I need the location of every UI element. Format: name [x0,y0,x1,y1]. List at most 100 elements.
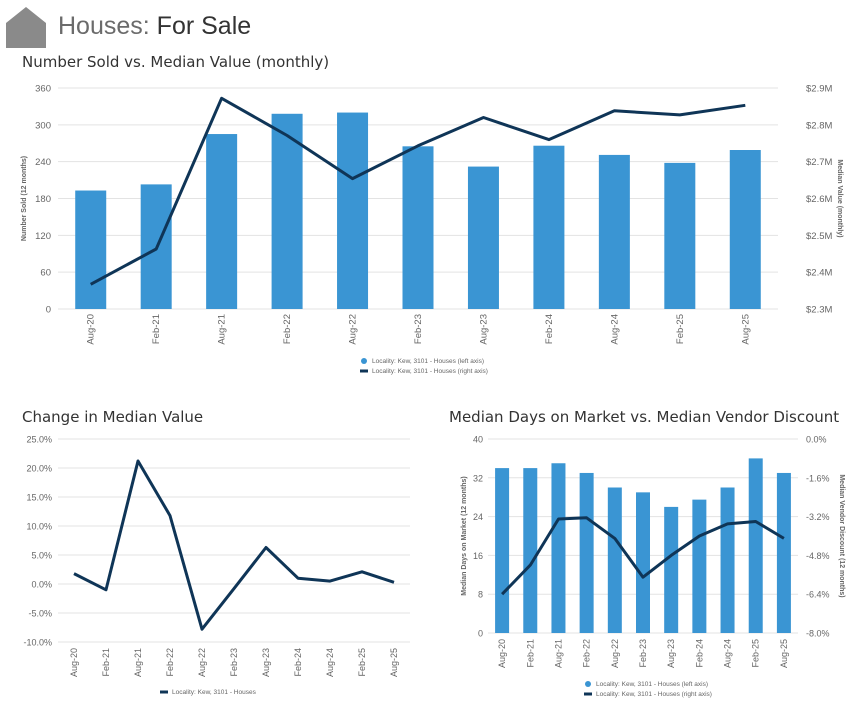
category-label: Aug-24 [609,314,620,345]
bar [271,113,303,310]
left-axis-tick-label: 240 [35,157,51,168]
left-axis-tick-label: -5.0% [28,609,52,619]
left-axis-tick-label: 300 [35,120,51,131]
category-label: Aug-21 [553,639,563,668]
legend-label: Locality: Kew, 3101 - Houses [172,689,257,696]
left-axis-tick-label: 20.0% [26,464,52,474]
category-label: Aug-22 [197,648,207,677]
right-axis-tick-label: $2.7M [806,157,832,168]
category-label: Feb-23 [638,639,648,668]
right-axis-tick-label: -8.0% [806,629,830,639]
chart1-title: Number Sold vs. Median Value (monthly) [22,53,330,71]
chart2-title: Change in Median Value [22,408,204,426]
bar [523,468,538,633]
left-axis-tick-label: 360 [35,84,51,95]
legend-label: Locality: Kew, 3101 - Houses (left axis) [596,681,708,688]
category-label: Feb-24 [544,314,555,344]
series-line [89,96,746,286]
chart3-title: Median Days on Market vs. Median Vendor … [449,408,840,426]
right-axis-title: Median Vendor Discount (12 months) [838,474,845,597]
category-label: Aug-24 [723,639,733,668]
legend-marker-bar [361,358,367,364]
left-axis-tick-label: 180 [35,194,51,205]
left-axis-tick-label: 24 [473,512,483,522]
category-label: Aug-25 [389,648,399,677]
left-axis-tick-label: 40 [473,435,483,445]
left-axis-tick-label: 25.0% [26,435,52,445]
bar [579,472,594,633]
left-axis-tick-label: 0 [46,305,51,316]
bar [533,145,565,309]
bar [729,150,761,309]
left-axis-title: Number Sold (12 months) [21,156,28,241]
bar [467,166,499,309]
legend-label: Locality: Kew, 3101 - Houses (right axis… [372,368,488,375]
page-header: Houses: For Sale [4,4,251,48]
category-label: Aug-21 [217,314,228,345]
right-axis-tick-label: $2.4M [806,268,832,279]
category-label: Feb-25 [675,314,686,344]
bar [636,492,650,633]
page-title: Houses: For Sale [58,4,251,48]
left-axis-tick-label: 0.0% [31,580,52,590]
series-line [73,459,395,631]
bar [495,468,510,633]
category-label: Feb-24 [694,639,704,668]
bar [607,487,622,633]
category-label: Aug-22 [610,639,620,668]
category-label: Aug-24 [325,648,335,677]
right-axis-tick-label: $2.6M [806,194,832,205]
left-axis-tick-label: 15.0% [26,493,52,503]
legend-marker-line [160,690,168,694]
left-axis-tick-label: 32 [473,473,483,483]
category-label: Aug-20 [497,639,507,668]
bar [664,162,696,309]
home-icon [6,7,46,48]
category-label: Feb-21 [525,639,535,668]
right-axis-tick-label: $2.5M [806,231,832,242]
category-label: Feb-21 [151,314,162,344]
category-label: Feb-23 [413,314,424,344]
left-axis-tick-label: 16 [473,551,483,561]
bar [692,499,707,633]
category-label: Aug-25 [779,639,789,668]
category-label: Aug-23 [478,314,489,345]
bar [551,463,566,633]
category-label: Feb-23 [229,648,239,677]
legend-label: Locality: Kew, 3101 - Houses (right axis… [596,691,712,698]
category-label: Aug-20 [86,314,97,345]
bar [75,190,107,309]
category-label: Feb-22 [282,314,293,344]
category-label: Aug-23 [666,639,676,668]
bar [748,458,763,633]
bar [664,506,679,633]
category-label: Feb-24 [293,648,303,677]
category-label: Feb-22 [582,639,592,668]
right-axis-tick-label: $2.8M [806,120,832,131]
category-label: Aug-25 [740,314,751,345]
left-axis-tick-label: 0 [478,629,483,639]
legend-marker-line [584,692,592,696]
right-axis-tick-label: $2.9M [806,84,832,95]
series-line [501,516,785,596]
category-label: Aug-23 [261,648,271,677]
category-label: Aug-20 [69,648,79,677]
category-label: Feb-25 [357,648,367,677]
category-label: Aug-21 [133,648,143,677]
bar [402,146,434,309]
right-axis-tick-label: -1.6% [806,473,830,483]
left-axis-tick-label: 8 [478,590,483,600]
bar [598,154,630,309]
bar [720,487,735,633]
legend-marker-line [360,369,368,373]
right-axis-tick-label: -6.4% [806,590,830,600]
left-axis-tick-label: 60 [40,268,51,279]
legend-marker-bar [585,681,591,687]
legend-label: Locality: Kew, 3101 - Houses (left axis) [372,358,484,365]
left-axis-tick-label: -10.0% [23,638,52,648]
page-title-main: Houses: [58,12,157,40]
right-axis-tick-label: -3.2% [806,512,830,522]
right-axis-tick-label: 0.0% [806,435,827,445]
